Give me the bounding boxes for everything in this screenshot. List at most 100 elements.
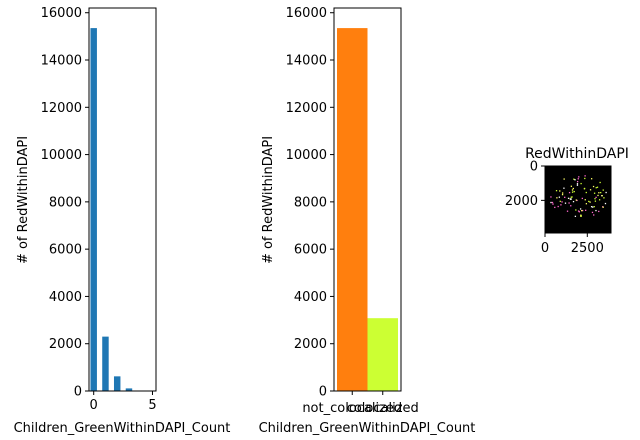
image-dot <box>559 200 561 202</box>
image-dot <box>605 191 607 194</box>
image-panel: RedWithinDAPI 0 2000 0 2500 <box>505 146 629 256</box>
image-dot <box>574 215 577 218</box>
y-tick-label: 2000 <box>49 337 82 352</box>
x-tick-label: not_colocalized <box>302 401 402 416</box>
y-tick-label: 12000 <box>286 101 327 116</box>
colocalization-y-axis-label: # of RedWithinDAPI <box>261 136 276 264</box>
image-dot <box>585 203 588 205</box>
image-dot <box>585 191 587 194</box>
image-dot <box>560 204 562 206</box>
histogram-bar <box>113 376 121 391</box>
image-axes-frame <box>544 165 612 234</box>
image-dot <box>563 178 565 180</box>
image-dot <box>601 195 603 197</box>
image-dot <box>581 209 584 212</box>
x-tick-label: 5 <box>148 398 156 413</box>
y-tick-label: 12000 <box>41 101 82 116</box>
image-dot <box>603 197 605 199</box>
image-dot <box>577 178 579 180</box>
image-dot <box>570 196 572 198</box>
image-y-ticks: 0 2000 <box>505 160 545 209</box>
image-dot <box>593 214 595 216</box>
image-dot <box>576 184 579 186</box>
colocalization-y-ticks: 0 2000 4000 6000 8000 10000 12000 14000 16000 <box>286 6 334 400</box>
image-dot <box>580 215 582 217</box>
y-tick-label: 2000 <box>505 194 538 209</box>
image-dot <box>580 182 582 185</box>
image-dot <box>567 197 570 199</box>
image-dot <box>572 200 575 203</box>
image-dot <box>597 194 599 197</box>
image-dot <box>564 196 566 198</box>
y-tick-label: 4000 <box>294 290 327 305</box>
image-dot <box>566 210 569 212</box>
image-dot <box>590 178 593 180</box>
colocalization-bar <box>367 318 398 391</box>
image-dot <box>593 192 596 194</box>
image-dot <box>575 199 577 201</box>
image-dot <box>575 209 577 211</box>
image-dots <box>550 175 607 218</box>
image-dot <box>570 198 572 200</box>
image-dot <box>598 210 600 213</box>
image-dot <box>599 181 601 184</box>
image-dot <box>568 191 571 194</box>
y-tick-label: 6000 <box>294 243 327 258</box>
image-dot <box>569 198 572 200</box>
image-dot <box>584 175 586 177</box>
y-tick-label: 0 <box>530 160 538 175</box>
y-tick-label: 6000 <box>49 243 82 258</box>
image-dot <box>551 201 554 204</box>
histogram-bar <box>90 28 97 392</box>
histogram-bar <box>102 336 109 391</box>
image-dot <box>573 190 575 193</box>
y-tick-label: 16000 <box>41 6 82 21</box>
image-x-ticks: 0 2500 <box>541 233 604 256</box>
image-dot <box>598 192 600 194</box>
image-dot <box>602 206 604 208</box>
image-dot <box>594 198 596 200</box>
image-dot <box>590 206 593 208</box>
image-dot <box>559 190 561 192</box>
x-tick-label: 2500 <box>571 241 604 256</box>
y-tick-label: 8000 <box>294 195 327 210</box>
image-dot <box>554 206 556 209</box>
image-dot <box>578 211 581 213</box>
image-dot <box>585 209 587 211</box>
image-dot <box>576 180 579 183</box>
colocalization-bar <box>337 28 368 392</box>
image-dot <box>589 189 592 191</box>
image-dot <box>583 187 586 190</box>
image-dot <box>594 200 597 202</box>
image-dot <box>573 178 575 180</box>
histogram-bar <box>125 388 133 391</box>
image-dot <box>557 205 559 208</box>
histogram-x-axis-label: Children_GreenWithinDAPI_Count <box>14 421 231 436</box>
image-dot <box>592 206 594 208</box>
histogram-y-axis-label: # of RedWithinDAPI <box>16 136 31 264</box>
image-dot <box>595 187 597 189</box>
image-dot <box>595 196 597 199</box>
y-tick-label: 16000 <box>286 6 327 21</box>
image-dot <box>592 185 595 188</box>
image-dot <box>576 183 579 185</box>
image-dot <box>584 177 586 180</box>
image-dot <box>591 211 594 214</box>
colocalization-bar-panel: 0 2000 4000 6000 8000 10000 12000 14000 16000 no… <box>259 6 476 436</box>
image-dot <box>576 199 578 202</box>
image-dot <box>563 187 565 189</box>
y-tick-label: 0 <box>319 385 327 400</box>
image-dot <box>595 209 597 212</box>
y-tick-label: 0 <box>74 385 82 400</box>
image-dot <box>589 201 591 203</box>
histogram-y-ticks: 0 2000 4000 6000 8000 10000 12000 14000 16000 <box>41 6 89 400</box>
x-tick-label: 0 <box>541 241 549 256</box>
x-tick-label: colocalized <box>347 401 419 416</box>
image-dot <box>584 199 586 201</box>
image-dot <box>564 202 567 204</box>
image-dot <box>570 185 573 187</box>
y-tick-label: 10000 <box>41 148 82 163</box>
image-dot <box>571 191 574 193</box>
